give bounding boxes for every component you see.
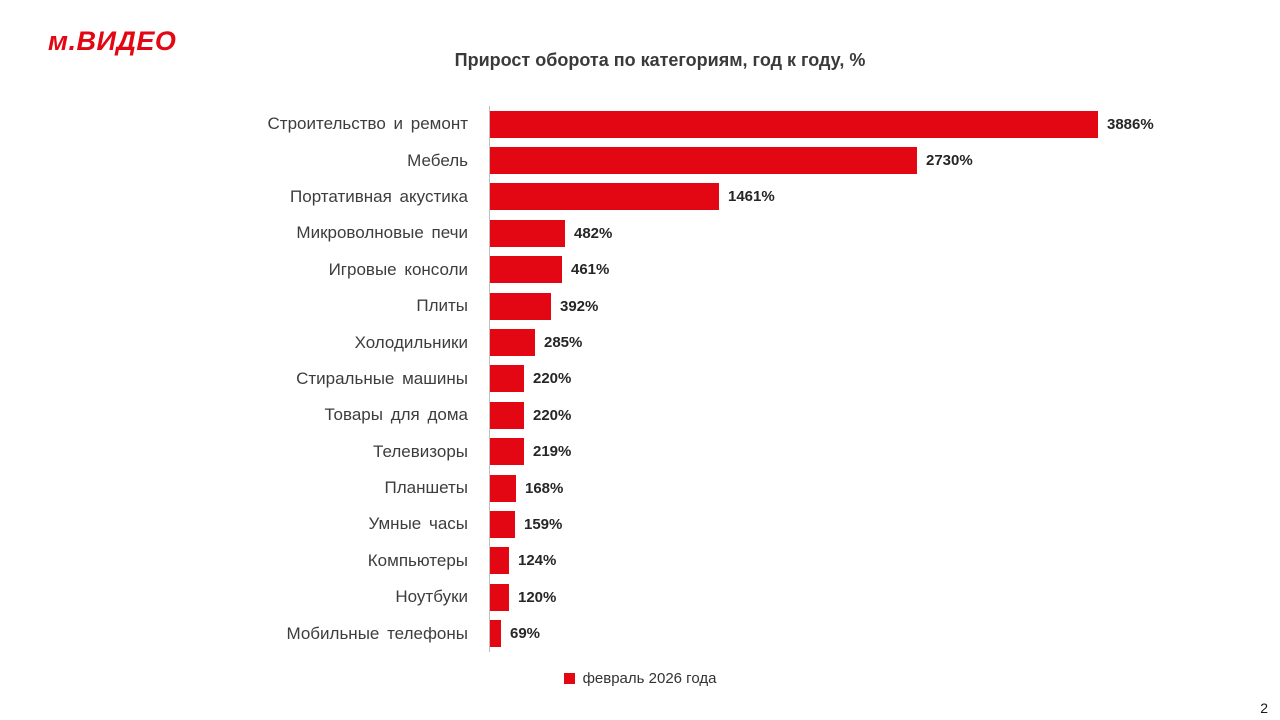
legend-label: февраль 2026 года <box>582 670 717 687</box>
bar-track: 220% <box>489 397 1232 434</box>
chart-row: Умные часы 159% <box>48 506 1232 543</box>
value-label: 168% <box>525 479 564 497</box>
value-label: 2730% <box>926 152 973 170</box>
value-label: 219% <box>533 443 572 461</box>
category-label: Мобильные телефоны <box>286 623 468 643</box>
bar <box>490 256 562 284</box>
chart-row: Товары для дома 220% <box>48 397 1232 434</box>
category-label: Портативная акустика <box>290 186 468 206</box>
page-number: 2 <box>1260 700 1268 716</box>
value-label: 120% <box>518 588 557 606</box>
chart-row: Ноутбуки 120% <box>48 579 1232 616</box>
bar-track: 1461% <box>489 178 1232 216</box>
value-label: 69% <box>510 625 541 643</box>
bar <box>490 620 501 648</box>
category-label: Мебель <box>407 150 468 170</box>
bar <box>490 438 524 466</box>
chart-row: Компьютеры 124% <box>48 542 1232 580</box>
bar <box>490 510 515 538</box>
value-label: 285% <box>544 334 583 352</box>
bar-track: 159% <box>489 506 1232 543</box>
legend-swatch-icon <box>563 673 575 684</box>
bar-track: 392% <box>489 287 1232 325</box>
chart-row: Строительство и ремонт 3886% <box>48 106 1232 143</box>
bar <box>490 547 509 575</box>
chart-row: Холодильники 285% <box>48 324 1232 361</box>
chart-title: Прирост оборота по категориям, год к год… <box>454 50 866 70</box>
value-label: 220% <box>533 370 572 388</box>
bar <box>490 147 917 175</box>
chart-row: Стиральные машины 220% <box>48 360 1232 398</box>
chart-row: Микроволновые печи 482% <box>48 215 1232 252</box>
value-label: 461% <box>571 261 610 279</box>
category-label: Ноутбуки <box>395 587 468 607</box>
bar-track: 168% <box>489 469 1232 507</box>
bar-track: 482% <box>489 215 1232 252</box>
bar <box>490 183 719 211</box>
category-label: Умные часы <box>368 514 468 534</box>
bar-track: 120% <box>489 579 1232 616</box>
category-label: Микроволновые печи <box>296 223 468 243</box>
bar-track: 220% <box>489 360 1232 398</box>
chart-rows: Строительство и ремонт 3886% Мебель 2730% По… <box>48 106 1232 652</box>
bar <box>490 110 1098 138</box>
category-label: Планшеты <box>384 478 468 498</box>
chart-row: Планшеты 168% <box>48 469 1232 507</box>
bar <box>490 474 516 502</box>
bar-track: 219% <box>489 433 1232 470</box>
bar <box>490 583 509 611</box>
bar-track: 285% <box>489 324 1232 361</box>
chart-row: Мобильные телефоны 69% <box>48 615 1232 652</box>
value-label: 3886% <box>1107 115 1154 133</box>
category-label: Товары для дома <box>324 405 469 425</box>
bar <box>490 329 535 357</box>
bar <box>490 219 565 247</box>
chart-row: Плиты 392% <box>48 287 1232 325</box>
category-label: Плиты <box>416 296 468 316</box>
bar-track: 461% <box>489 251 1232 288</box>
bar <box>490 401 524 429</box>
bar <box>490 365 524 393</box>
value-label: 159% <box>524 515 563 533</box>
chart-row: Игровые консоли 461% <box>48 251 1232 288</box>
category-label: Компьютеры <box>367 550 468 570</box>
value-label: 124% <box>518 552 557 570</box>
category-label: Телевизоры <box>373 441 468 461</box>
bar-track: 3886% <box>489 106 1232 143</box>
value-label: 1461% <box>728 188 775 206</box>
chart-row: Портативная акустика 1461% <box>48 178 1232 216</box>
category-label: Холодильники <box>354 332 468 352</box>
category-label: Строительство и ремонт <box>267 114 468 134</box>
bar <box>490 292 551 320</box>
value-label: 482% <box>574 224 613 242</box>
mvideo-logo: м.ВИДЕО <box>48 26 177 56</box>
category-label: Стиральные машины <box>296 368 468 388</box>
value-label: 220% <box>533 406 572 424</box>
chart-legend: февраль 2026 года <box>0 670 1280 687</box>
bar-track: 69% <box>489 615 1232 652</box>
chart-row: Мебель 2730% <box>48 142 1232 179</box>
chart-row: Телевизоры 219% <box>48 433 1232 470</box>
value-label: 392% <box>560 297 599 315</box>
bar-track: 124% <box>489 542 1232 580</box>
bar-track: 2730% <box>489 142 1232 179</box>
category-label: Игровые консоли <box>328 259 468 279</box>
bar-chart: Строительство и ремонт 3886% Мебель 2730% По… <box>48 106 1232 652</box>
